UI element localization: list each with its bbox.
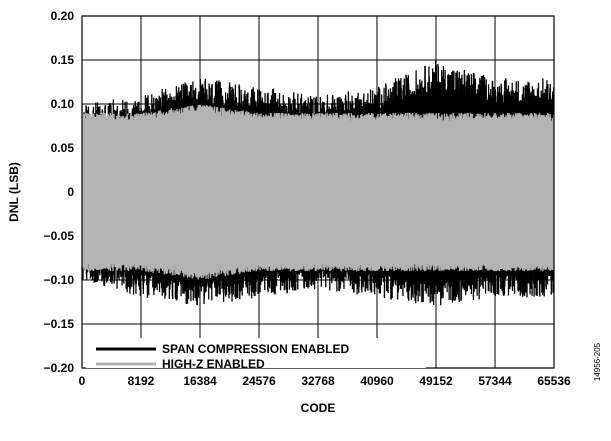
series-layer xyxy=(82,60,554,306)
legend: SPAN COMPRESSION ENABLED HIGH-Z ENABLED xyxy=(86,338,426,371)
x-tick-label: 0 xyxy=(79,374,86,388)
y-tick-label: 0 xyxy=(67,185,74,199)
x-tick-label: 49152 xyxy=(419,374,453,388)
x-tick-label: 24576 xyxy=(242,374,276,388)
y-tick-label: 0.20 xyxy=(51,9,75,23)
y-axis-title: DNL (LSB) xyxy=(7,162,21,222)
x-tick-label: 8192 xyxy=(128,374,155,388)
y-tick-label: −0.20 xyxy=(44,361,75,375)
y-tick-label: −0.15 xyxy=(44,317,75,331)
x-tick-label: 16384 xyxy=(183,374,217,388)
y-tick-labels: 0.20 0.15 0.10 0.05 0 −0.05 −0.10 −0.15 −0.20 xyxy=(44,9,75,375)
y-tick-label: 0.05 xyxy=(51,141,75,155)
y-tick-label: −0.05 xyxy=(44,229,75,243)
x-tick-label: 57344 xyxy=(478,374,512,388)
legend-label-high-z: HIGH-Z ENABLED xyxy=(162,357,265,371)
series-high-z xyxy=(82,104,554,280)
figure-id: 14956-205 xyxy=(593,342,602,381)
y-tick-label: 0.15 xyxy=(51,53,75,67)
x-tick-label: 40960 xyxy=(360,374,394,388)
x-tick-label: 32768 xyxy=(301,374,335,388)
y-tick-label: 0.10 xyxy=(51,97,75,111)
x-axis-title: CODE xyxy=(301,401,336,415)
x-tick-label: 65536 xyxy=(537,374,571,388)
x-tick-labels: 0 8192 16384 24576 32768 40960 49152 57344 65536 xyxy=(79,374,571,388)
y-tick-label: −0.10 xyxy=(44,273,75,287)
legend-label-span-compression: SPAN COMPRESSION ENABLED xyxy=(162,342,349,356)
